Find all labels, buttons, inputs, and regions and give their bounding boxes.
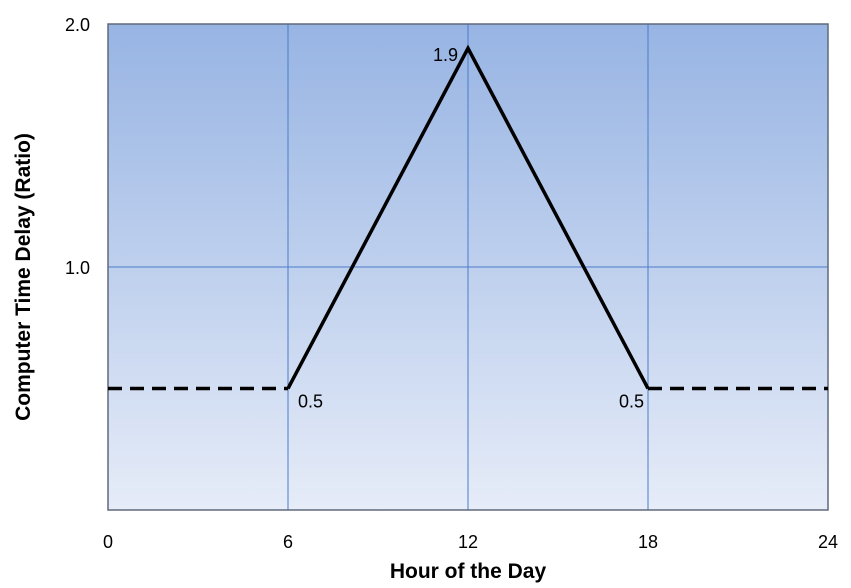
x-tick-label: 12: [458, 532, 478, 552]
gridlines: [108, 24, 828, 510]
data-label: 0.5: [619, 391, 644, 411]
x-axis-title: Hour of the Day: [390, 560, 547, 583]
tick-labels: 0 6 12 18 24 1.0 2.0: [65, 15, 838, 552]
data-label: 0.5: [298, 391, 323, 411]
x-tick-label: 18: [638, 532, 658, 552]
solid-series-line: [286, 44, 650, 390]
data-labels: 0.5 1.9 0.5: [298, 45, 644, 411]
data-label: 1.9: [433, 45, 458, 65]
plot-border: [107, 23, 829, 511]
y-tick-label: 1.0: [65, 258, 90, 278]
x-tick-label: 0: [103, 532, 113, 552]
series-lines: [108, 44, 828, 391]
x-tick-label: 6: [283, 532, 293, 552]
y-axis-title: Computer Time Delay (Ratio): [12, 133, 35, 421]
x-tick-label: 24: [818, 532, 838, 552]
y-tick-label: 2.0: [65, 15, 90, 35]
